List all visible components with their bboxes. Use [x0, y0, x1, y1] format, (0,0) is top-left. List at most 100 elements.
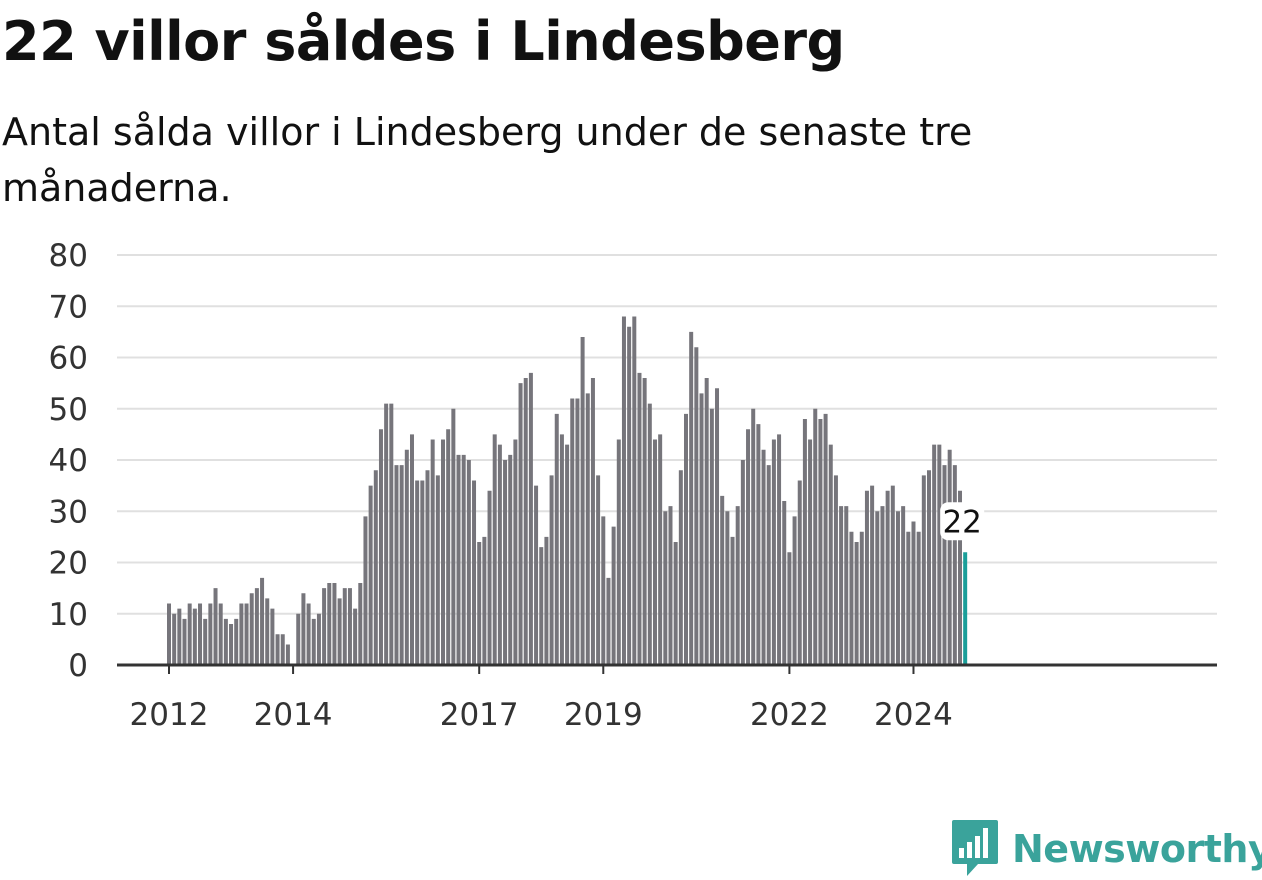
- bar: [446, 429, 451, 665]
- bar: [404, 449, 409, 665]
- bar: [766, 465, 771, 666]
- y-tick-label: 60: [49, 341, 88, 377]
- bar: [694, 347, 699, 665]
- bar: [890, 485, 895, 666]
- bar: [699, 393, 704, 666]
- bar: [782, 501, 787, 665]
- bar: [456, 454, 461, 666]
- bar: [839, 506, 844, 666]
- bar: [260, 577, 265, 666]
- bar: [492, 434, 497, 666]
- y-tick-label: 10: [49, 597, 88, 633]
- bar: [735, 506, 740, 666]
- bar: [596, 475, 601, 666]
- bar: [678, 470, 683, 665]
- y-tick-label: 80: [49, 238, 88, 274]
- bar: [647, 403, 652, 666]
- bar: [601, 516, 606, 666]
- bar: [363, 516, 368, 666]
- logo-text: Newsworthy: [1012, 827, 1262, 871]
- bar: [828, 444, 833, 666]
- bar: [642, 378, 647, 665]
- bar: [430, 439, 435, 665]
- bar: [761, 449, 766, 665]
- bar: [394, 465, 399, 666]
- bar: [864, 490, 869, 665]
- bar: [906, 531, 911, 665]
- bar: [658, 434, 663, 666]
- newsworthy-logo-icon: [952, 820, 998, 876]
- bar: [704, 378, 709, 665]
- bar: [353, 608, 358, 666]
- bar: [751, 408, 756, 665]
- bar: [234, 618, 239, 666]
- bar: [373, 470, 378, 665]
- bar: [172, 613, 177, 665]
- bar: [771, 439, 776, 665]
- bar: [937, 444, 942, 666]
- bar: [947, 449, 952, 665]
- bar: [797, 480, 802, 665]
- bar: [590, 378, 595, 665]
- bar: [833, 475, 838, 666]
- bar: [316, 613, 321, 665]
- bar: [808, 439, 813, 665]
- bar: [859, 531, 864, 665]
- bar: [565, 444, 570, 666]
- bar: [792, 516, 797, 666]
- bar: [337, 598, 342, 666]
- bar: [725, 511, 730, 665]
- bar: [885, 490, 890, 665]
- bar: [218, 603, 223, 665]
- bar: [756, 424, 761, 666]
- bar: [254, 588, 259, 666]
- bar: [720, 495, 725, 666]
- y-tick-label: 30: [49, 494, 88, 530]
- bar: [198, 603, 203, 665]
- bar: [621, 316, 626, 665]
- bar: [854, 542, 859, 665]
- highlight-value-label: 22: [942, 504, 981, 540]
- bar: [549, 475, 554, 666]
- bar: [673, 542, 678, 665]
- x-tick-label: 2014: [254, 697, 333, 733]
- bar: [823, 413, 828, 666]
- bar: [280, 634, 285, 665]
- bar: [875, 511, 880, 665]
- bar: [368, 485, 373, 666]
- bar: [347, 588, 352, 666]
- bar: [689, 331, 694, 666]
- grid-lines: [117, 254, 1217, 615]
- x-tick-label: 2024: [874, 697, 953, 733]
- bar: [182, 618, 187, 666]
- bar: [554, 413, 559, 666]
- x-axis-ticks: 2012 2014 2017 2019 2022 2024: [130, 665, 953, 733]
- bar: [580, 337, 585, 665]
- bar: [539, 547, 544, 666]
- bar: [487, 490, 492, 665]
- bar: [301, 593, 306, 665]
- bar: [270, 608, 275, 666]
- bar: [637, 372, 642, 666]
- bar: [921, 475, 926, 666]
- bar: [378, 429, 383, 665]
- bar: [503, 460, 508, 665]
- bar: [958, 490, 963, 665]
- bar: [926, 470, 931, 665]
- bar: [477, 542, 482, 665]
- x-tick-label: 2019: [564, 697, 643, 733]
- bar: [265, 598, 270, 666]
- y-tick-label: 20: [49, 546, 88, 582]
- bar: [849, 531, 854, 665]
- bar: [787, 552, 792, 665]
- bar: [306, 603, 311, 665]
- bar: [523, 378, 528, 665]
- bar: [451, 408, 456, 665]
- bar: [249, 593, 254, 665]
- bar: [167, 603, 171, 665]
- chart-title: 22 villor såldes i Lindesberg: [2, 10, 845, 73]
- bar: [895, 511, 900, 665]
- bar: [559, 434, 564, 666]
- bar: [285, 644, 290, 665]
